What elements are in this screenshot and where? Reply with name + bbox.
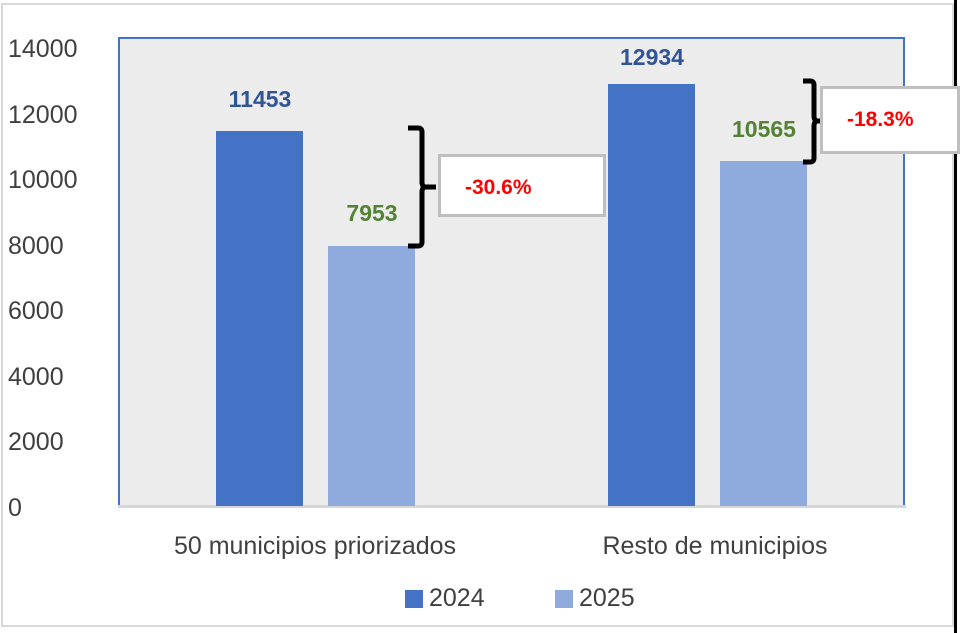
change-value-resto: -18.3% <box>847 108 914 131</box>
data-label-50-municipios-2025: 7953 <box>346 200 398 226</box>
right-edge-divider <box>954 0 957 633</box>
legend-swatch-2025 <box>555 589 573 608</box>
bracket-icon <box>803 78 824 165</box>
x-category-resto: Resto de municipios <box>602 532 828 560</box>
data-label-resto-2024: 12934 <box>620 44 684 70</box>
legend-label-2024: 2024 <box>429 584 485 612</box>
bar-resto-municipios-2025 <box>720 161 807 506</box>
x-category-50-municipios: 50 municipios priorizados <box>173 532 457 560</box>
change-callout-50-municipios: -30.6% <box>438 154 606 217</box>
legend-item-2025: 2025 <box>555 586 635 611</box>
y-tick-8000: 8000 <box>8 232 64 260</box>
bar-resto-municipios-2024 <box>608 84 695 506</box>
bracket-icon <box>408 125 436 249</box>
bar-50-municipios-2024 <box>216 131 303 506</box>
y-tick-4000: 4000 <box>8 363 64 391</box>
legend-label-2025: 2025 <box>579 584 635 612</box>
y-tick-0: 0 <box>8 494 22 522</box>
data-label-resto-2025: 10565 <box>732 116 796 142</box>
y-tick-2000: 2000 <box>8 428 64 456</box>
y-tick-10000: 10000 <box>8 166 78 194</box>
legend-item-2024: 2024 <box>405 586 485 611</box>
bar-50-municipios-2025 <box>328 246 415 506</box>
y-tick-14000: 14000 <box>8 35 78 63</box>
x-axis-line <box>118 505 906 508</box>
change-callout-resto: -18.3% <box>820 86 960 154</box>
y-tick-12000: 12000 <box>8 101 78 129</box>
legend-swatch-2024 <box>405 589 423 608</box>
change-value-50-municipios: -30.6% <box>465 176 532 199</box>
data-label-50-municipios-2024: 11453 <box>228 86 292 112</box>
y-tick-6000: 6000 <box>8 297 64 325</box>
